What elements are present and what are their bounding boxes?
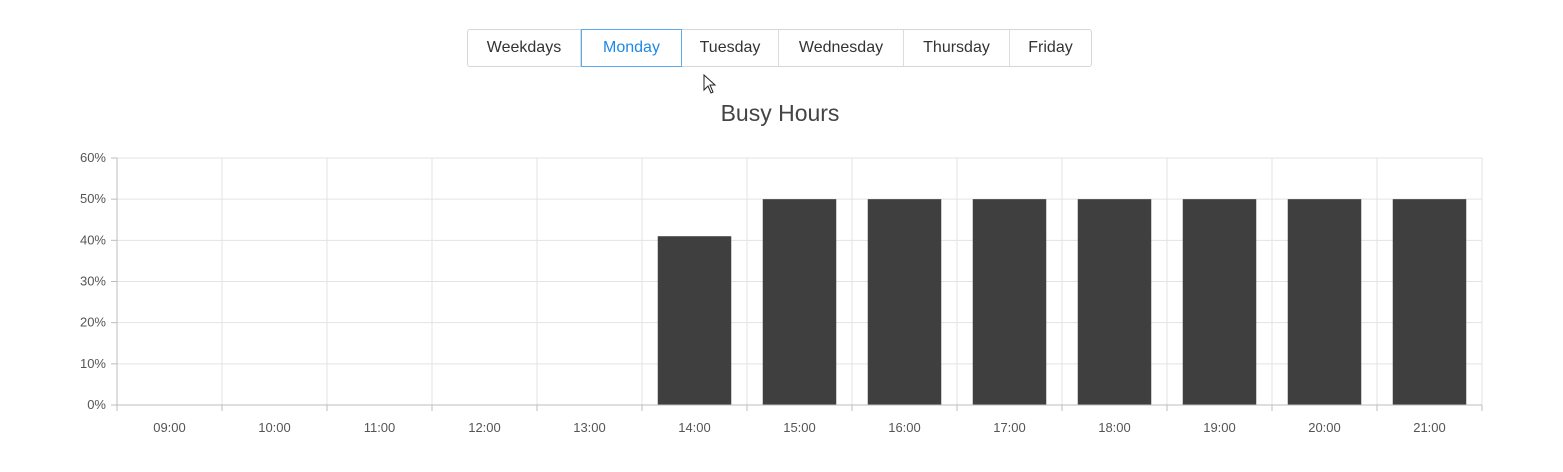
bar-2100 (1392, 199, 1467, 405)
busy-hours-chart: Busy Hours 0% 10% 20% 30% 40% 50% 60% 09:00 10:0… (80, 100, 1483, 435)
x-tick-label: 18:00 (1098, 420, 1131, 435)
x-tick-label: 15:00 (783, 420, 816, 435)
bar-2000 (1287, 199, 1362, 405)
y-tick-label: 10% (80, 356, 106, 371)
y-tick-label: 20% (80, 315, 106, 330)
bar-1900 (1182, 199, 1257, 405)
y-tick-label: 60% (80, 150, 106, 165)
chart-title: Busy Hours (721, 100, 840, 126)
y-tick-label: 0% (87, 397, 106, 412)
y-tick-label: 40% (80, 232, 106, 247)
x-tick-label: 13:00 (573, 420, 606, 435)
x-tick-label: 21:00 (1413, 420, 1446, 435)
x-tick-label: 20:00 (1308, 420, 1341, 435)
tab-weekdays[interactable]: Weekdays (468, 30, 581, 66)
chart-bars (657, 199, 1467, 405)
tab-wednesday[interactable]: Wednesday (779, 30, 904, 66)
bar-1700 (972, 199, 1047, 405)
x-tick-label: 17:00 (993, 420, 1026, 435)
bar-1800 (1077, 199, 1152, 405)
tab-monday[interactable]: Monday (581, 29, 682, 67)
bar-1500 (762, 199, 837, 405)
bar-1400 (657, 236, 732, 405)
x-tick-label: 14:00 (678, 420, 711, 435)
y-tick-label: 50% (80, 191, 106, 206)
chart-tick-labels: 0% 10% 20% 30% 40% 50% 60% 09:00 10:00 11:00 12:00… (80, 150, 1446, 435)
tab-tuesday[interactable]: Tuesday (682, 30, 779, 66)
y-tick-label: 30% (80, 274, 106, 289)
tab-friday[interactable]: Friday (1028, 39, 1073, 56)
tab-thursday[interactable]: Thursday (904, 30, 1010, 66)
chart-axes (111, 157, 1483, 411)
x-tick-label: 11:00 (364, 420, 396, 435)
bar-1600 (867, 199, 942, 405)
x-tick-label: 10:00 (258, 420, 291, 435)
x-tick-label: 09:00 (153, 420, 186, 435)
mouse-cursor-icon (703, 74, 717, 94)
x-tick-label: 12:00 (468, 420, 501, 435)
day-selector: Weekdays Monday Tuesday Wednesday Thursd… (467, 29, 1092, 67)
x-tick-label: 16:00 (888, 420, 921, 435)
x-tick-label: 19:00 (1203, 420, 1236, 435)
